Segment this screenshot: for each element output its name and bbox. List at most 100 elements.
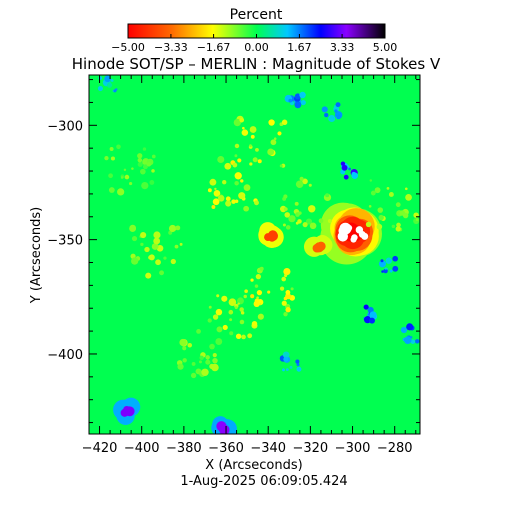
heatmap-cell [264, 233, 272, 242]
heatmap-cell [384, 267, 388, 270]
heatmap-cell [97, 86, 103, 92]
heatmap-cell [229, 318, 233, 322]
heatmap-cell [334, 109, 338, 113]
heatmap-cell [212, 357, 218, 364]
heatmap-cell [295, 180, 304, 189]
heatmap-cell [235, 333, 242, 340]
heatmap-cell [378, 260, 387, 268]
colorbar-tick-label: 3.33 [330, 41, 355, 54]
heatmap-cell [351, 172, 359, 179]
heatmap-cell [255, 147, 259, 152]
heatmap-cell [104, 75, 111, 83]
heatmap-cell [141, 181, 149, 190]
heatmap-cell [376, 223, 383, 230]
heatmap-cell [335, 102, 341, 108]
heatmap-cell [177, 363, 184, 370]
heatmap-cell [146, 162, 152, 167]
heatmap-cell [288, 215, 296, 223]
axes: −420 −400 −380 −360 −340 −320 −300 −280 −300 −350… [47, 75, 420, 456]
heatmap-cell [108, 187, 115, 193]
heatmap-cell [299, 91, 306, 99]
colorbar-tick-label: 1.67 [287, 41, 312, 54]
heatmap-cell [170, 258, 176, 265]
heatmap-cell [285, 307, 291, 313]
heatmap-cell [406, 323, 414, 331]
heatmap-cell [207, 188, 212, 193]
heatmap-cell [205, 355, 210, 360]
heatmap-cell [392, 255, 398, 262]
heatmap-cell [250, 134, 255, 139]
heatmap-cell [249, 144, 252, 148]
heatmap-cell [109, 147, 114, 151]
heatmap-cell [249, 162, 253, 166]
heatmap-cell [328, 114, 336, 122]
heatmap-cell [336, 114, 341, 120]
heatmap-cell [123, 168, 127, 172]
heatmap-cell [308, 205, 316, 213]
heatmap-cell [405, 194, 412, 201]
colorbar-tick-label: 5.00 [373, 41, 398, 54]
heatmap-cell [190, 372, 197, 379]
y-tick-label: −350 [47, 234, 83, 249]
heatmap-cell [174, 244, 179, 249]
heatmap-cell [238, 192, 246, 200]
heatmap-cell [318, 218, 324, 224]
heatmap-cell [309, 222, 317, 230]
heatmap-cell [267, 148, 275, 156]
heatmap-cell [201, 368, 209, 377]
heatmap-cell [140, 231, 147, 239]
heatmap-cell [131, 167, 134, 170]
plot-frame [88, 74, 421, 435]
heatmap-cell [268, 119, 275, 126]
heatmap-cell [257, 159, 262, 164]
heatmap-cell [205, 359, 211, 365]
heatmap-cell [221, 295, 228, 302]
heatmap-cell [151, 169, 155, 173]
colorbar-tick-label: 0.00 [244, 41, 269, 54]
heatmap-cell [140, 242, 144, 247]
heatmap-cell [294, 93, 301, 100]
heatmap-cell [363, 304, 369, 310]
heatmap-cell [155, 259, 161, 266]
heatmap-cell [140, 168, 146, 175]
heatmap-cell [214, 187, 217, 191]
heatmap-cell [242, 126, 245, 130]
heatmap-cell [129, 224, 137, 232]
heatmap-cell [244, 289, 248, 294]
heatmap-cell [279, 286, 285, 291]
heatmap-cell [212, 314, 219, 320]
heatmap-cell [168, 224, 177, 233]
heatmap-cell [117, 188, 125, 196]
heatmap-cell [289, 365, 293, 369]
heatmap-cell [255, 273, 262, 280]
heatmap-cell [149, 180, 155, 185]
y-axis-label: Y (Arcseconds) [29, 207, 44, 304]
heatmap-cell [222, 324, 228, 331]
heatmap-cell [369, 179, 373, 182]
heatmap-saturated-cell [361, 232, 369, 240]
heatmap-cell [281, 300, 287, 306]
heatmap-cell [187, 342, 193, 348]
heatmap-cell [234, 199, 239, 204]
x-tick-label: −300 [335, 441, 371, 456]
heatmap-cell [282, 223, 286, 227]
heatmap-cell [285, 368, 289, 371]
heatmap-cell [295, 359, 300, 364]
heatmap-cell [305, 218, 313, 225]
heatmap-cell [243, 205, 250, 212]
heatmap-cell [389, 269, 393, 273]
heatmap-cell [239, 307, 244, 312]
heatmap-cell [299, 176, 304, 181]
heatmap-cell [343, 174, 349, 180]
x-tick-label: −400 [124, 441, 160, 456]
heatmap-cell [403, 336, 412, 344]
heatmap-cell [148, 255, 153, 260]
heatmap-cell [415, 339, 420, 344]
heatmap-cell [308, 183, 312, 187]
heatmap-cell [218, 195, 225, 202]
heatmap-cell [281, 276, 287, 282]
x-tick-label: −420 [82, 441, 118, 456]
heatmap-cell [216, 326, 223, 333]
heatmap-cell [327, 219, 332, 224]
